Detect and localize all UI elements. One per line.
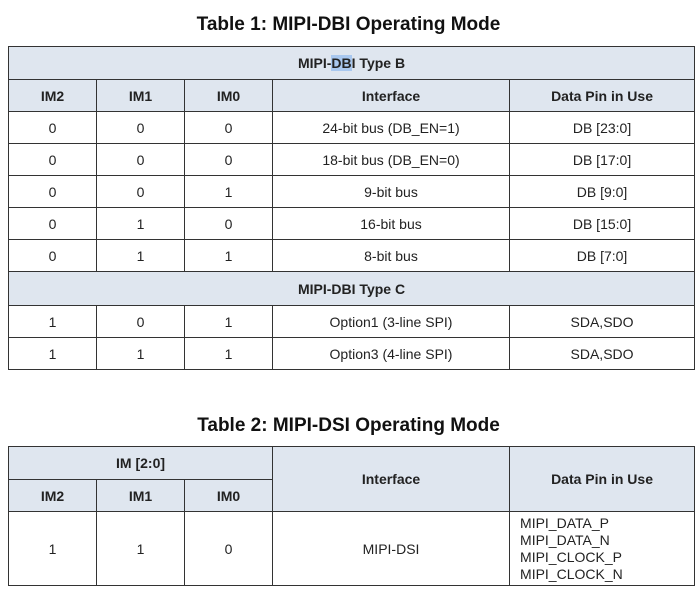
cell-interface: MIPI-DSI [272, 511, 511, 586]
cell-im1: 1 [96, 337, 185, 370]
col-header-im1: IM1 [96, 79, 185, 112]
cell-data-pin: SDA,SDO [508, 337, 696, 370]
cell-im0: 1 [184, 337, 273, 370]
cell-im2: 0 [8, 143, 97, 176]
cell-im0: 1 [184, 305, 273, 338]
cell-im0: 0 [184, 111, 273, 144]
cell-interface: Option1 (3-line SPI) [272, 305, 510, 338]
cell-im0: 1 [184, 175, 273, 208]
cell-im2: 0 [8, 111, 97, 144]
type-b-header: MIPI-DBI Type B [7, 46, 696, 80]
table-mipi-dsi: IM [2:0] Interface Data Pin in Use IM2 I… [7, 446, 696, 586]
table1-caption: Table 1: MIPI-DBI Operating Mode [196, 14, 501, 35]
cell-data-pin: DB [7:0] [508, 239, 696, 272]
cell-im0: 0 [184, 143, 273, 176]
cell-data-pins: MIPI_DATA_P MIPI_DATA_N MIPI_CLOCK_P MIP… [509, 511, 696, 586]
cell-im1: 1 [96, 511, 185, 586]
cell-interface: 8-bit bus [272, 239, 510, 272]
col-header-interface: Interface [272, 79, 510, 112]
cell-im2: 1 [8, 337, 97, 370]
cell-interface: 18-bit bus (DB_EN=0) [272, 143, 510, 176]
cell-im1: 1 [96, 239, 185, 272]
cell-im1: 1 [96, 207, 185, 240]
cell-im2: 0 [8, 239, 97, 272]
cell-data-pin: DB [9:0] [508, 175, 696, 208]
col-header-im2: IM2 [8, 479, 97, 512]
cell-im1: 0 [96, 111, 185, 144]
cell-im1: 0 [96, 143, 185, 176]
type-c-header: MIPI-DBI Type C [7, 271, 696, 306]
table-row: 1 1 1 Option3 (4-line SPI) SDA,SDO [8, 337, 696, 370]
cell-interface: 16-bit bus [272, 207, 510, 240]
pin-label: MIPI_DATA_P [520, 514, 609, 531]
cell-interface: 9-bit bus [272, 175, 510, 208]
table-row: 1 0 1 Option1 (3-line SPI) SDA,SDO [8, 305, 696, 338]
table-row: 0 0 0 18-bit bus (DB_EN=0) DB [17:0] [8, 143, 696, 176]
col-header-im1: IM1 [96, 479, 185, 512]
cell-im1: 0 [96, 305, 185, 338]
table-row: 0 1 0 16-bit bus DB [15:0] [8, 207, 696, 240]
im-group-header: IM [2:0] [7, 446, 274, 480]
cell-im0: 1 [184, 239, 273, 272]
cell-im2: 0 [8, 207, 97, 240]
cell-im2: 0 [8, 175, 97, 208]
cell-im1: 0 [96, 175, 185, 208]
pin-label: MIPI_CLOCK_N [520, 565, 623, 582]
col-header-im0: IM0 [183, 479, 274, 512]
table-row: 0 1 1 8-bit bus DB [7:0] [8, 239, 696, 272]
cell-im0: 0 [183, 511, 274, 586]
col-header-data-pin: Data Pin in Use [508, 79, 696, 112]
cell-data-pin: DB [23:0] [508, 111, 696, 144]
col-header-im2: IM2 [8, 79, 97, 112]
pin-label: MIPI_CLOCK_P [520, 548, 622, 565]
cell-data-pin: DB [15:0] [508, 207, 696, 240]
table-row: 0 0 1 9-bit bus DB [9:0] [8, 175, 696, 208]
table2-caption: Table 2: MIPI-DSI Operating Mode [197, 415, 500, 436]
col-header-im0: IM0 [184, 79, 273, 112]
cell-im2: 1 [8, 511, 97, 586]
cell-im0: 0 [184, 207, 273, 240]
table-row: 0 0 0 24-bit bus (DB_EN=1) DB [23:0] [8, 111, 696, 144]
cell-im2: 1 [8, 305, 97, 338]
cell-interface: Option3 (4-line SPI) [272, 337, 510, 370]
cell-data-pin: SDA,SDO [508, 305, 696, 338]
pin-label: MIPI_DATA_N [520, 531, 610, 548]
col-header-data-pin: Data Pin in Use [509, 446, 696, 512]
cell-data-pin: DB [17:0] [508, 143, 696, 176]
cell-interface: 24-bit bus (DB_EN=1) [272, 111, 510, 144]
table-row: 1 1 0 MIPI-DSI MIPI_DATA_P MIPI_DATA_N M… [8, 511, 696, 586]
table-mipi-dbi: MIPI-DBI Type B IM2 IM1 IM0 Interface Da… [7, 46, 696, 370]
col-header-interface: Interface [272, 446, 511, 512]
